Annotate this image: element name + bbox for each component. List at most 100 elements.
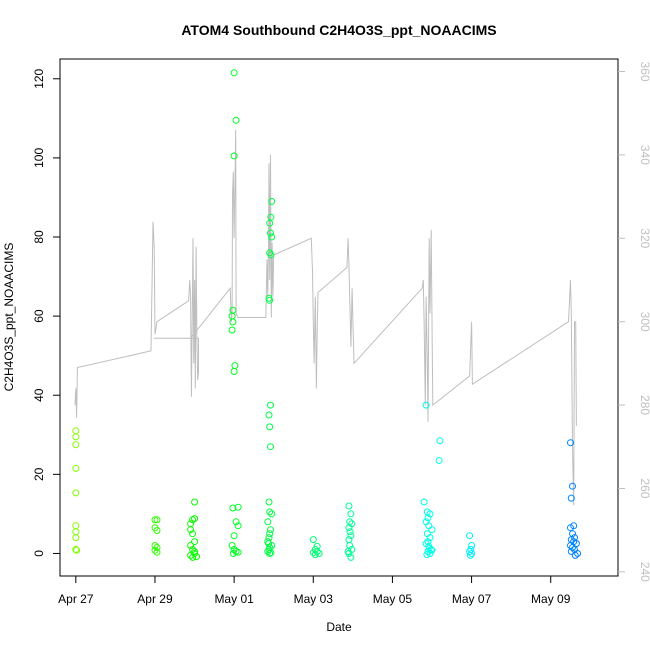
data-point bbox=[266, 530, 274, 538]
x-tick-label: May 09 bbox=[531, 592, 571, 606]
data-point bbox=[191, 550, 199, 557]
data-point bbox=[344, 548, 352, 555]
plot-frame bbox=[59, 58, 619, 577]
data-point bbox=[228, 326, 236, 334]
data-point bbox=[267, 229, 274, 237]
data-point bbox=[268, 510, 276, 518]
data-point bbox=[423, 551, 431, 559]
data-point bbox=[313, 542, 321, 550]
data-point bbox=[151, 542, 159, 549]
data-point bbox=[230, 69, 238, 77]
data-point bbox=[229, 550, 237, 557]
y-tick-label: 100 bbox=[32, 148, 46, 168]
data-point bbox=[266, 296, 274, 304]
altitude-line-layer bbox=[74, 129, 577, 506]
data-point bbox=[466, 532, 474, 540]
data-point bbox=[315, 550, 323, 557]
y-tick-label: 20 bbox=[32, 467, 46, 481]
data-point bbox=[466, 548, 474, 555]
y2-tick-label: 260 bbox=[638, 478, 650, 498]
altitude-line bbox=[74, 129, 577, 506]
data-point bbox=[73, 546, 81, 554]
data-point bbox=[567, 439, 574, 447]
data-point bbox=[187, 542, 195, 549]
data-point bbox=[264, 548, 272, 555]
data-point bbox=[230, 152, 238, 160]
data-point bbox=[468, 550, 476, 557]
y-axis-label: C2H4O3S_ppt_NOAACIMS bbox=[2, 243, 16, 392]
data-point bbox=[189, 546, 197, 553]
y2-tick-label: 280 bbox=[638, 395, 650, 415]
y2-tick-label: 340 bbox=[638, 145, 650, 165]
data-point bbox=[191, 538, 199, 546]
data-point bbox=[309, 536, 317, 544]
data-point bbox=[435, 457, 443, 464]
data-point bbox=[153, 548, 161, 556]
data-point bbox=[265, 540, 273, 548]
data-point bbox=[311, 551, 319, 559]
data-point bbox=[72, 433, 80, 441]
x-tick-label: May 07 bbox=[452, 592, 492, 606]
y2-tick-label: 320 bbox=[638, 228, 650, 248]
y-axis-right: 240 260 280 300 320 340 360 bbox=[618, 61, 650, 582]
x-axis-label: Date bbox=[326, 620, 352, 634]
data-point bbox=[267, 401, 274, 409]
data-point bbox=[189, 553, 197, 561]
data-point bbox=[266, 219, 274, 227]
data-point bbox=[268, 233, 276, 241]
data-point bbox=[228, 542, 236, 549]
data-point bbox=[72, 464, 80, 472]
data-point bbox=[567, 494, 575, 502]
x-tick-label: Apr 27 bbox=[58, 592, 94, 606]
data-point bbox=[191, 498, 199, 506]
data-point bbox=[574, 550, 582, 557]
y-tick-label: 120 bbox=[32, 68, 46, 88]
data-point bbox=[436, 437, 444, 445]
data-point bbox=[234, 548, 242, 556]
y-tick-label: 0 bbox=[32, 550, 46, 557]
data-point bbox=[267, 526, 274, 534]
y-tick-label: 40 bbox=[32, 388, 46, 402]
data-point bbox=[267, 251, 275, 259]
data-point bbox=[570, 522, 578, 530]
data-point bbox=[229, 504, 237, 512]
data-point bbox=[72, 489, 80, 497]
data-point bbox=[265, 411, 273, 419]
y-tick-label: 80 bbox=[32, 230, 46, 244]
y-tick-label: 60 bbox=[32, 309, 46, 323]
y2-tick-label: 300 bbox=[638, 312, 650, 332]
data-point bbox=[232, 518, 240, 526]
data-point bbox=[266, 508, 274, 516]
data-point bbox=[234, 522, 242, 530]
data-point bbox=[268, 197, 276, 205]
data-point bbox=[346, 528, 354, 536]
data-point bbox=[267, 549, 275, 557]
data-point bbox=[232, 116, 240, 124]
data-point bbox=[72, 534, 80, 542]
data-point bbox=[424, 538, 432, 546]
data-point bbox=[345, 502, 353, 510]
x-tick-label: May 05 bbox=[373, 592, 413, 606]
data-point bbox=[153, 516, 161, 524]
data-point bbox=[424, 514, 432, 522]
data-point bbox=[425, 544, 433, 552]
data-point bbox=[264, 518, 272, 526]
data-point bbox=[187, 526, 195, 534]
chart-title: ATOM4 Southbound C2H4O3S_ppt_NOAACIMS bbox=[181, 22, 496, 38]
data-point bbox=[347, 553, 355, 561]
data-point bbox=[569, 544, 576, 551]
data-point bbox=[266, 423, 274, 431]
data-point bbox=[189, 530, 197, 538]
x-tick-label: Apr 29 bbox=[137, 592, 173, 606]
data-point bbox=[466, 551, 474, 559]
data-point bbox=[229, 318, 237, 326]
data-point bbox=[569, 482, 576, 490]
data-point bbox=[72, 441, 80, 449]
x-tick-label: May 01 bbox=[214, 592, 254, 606]
data-point bbox=[426, 534, 434, 542]
y-axis-left: 0 20 40 60 80 100 120 bbox=[32, 68, 60, 557]
data-point bbox=[424, 548, 432, 555]
data-point bbox=[265, 498, 273, 506]
